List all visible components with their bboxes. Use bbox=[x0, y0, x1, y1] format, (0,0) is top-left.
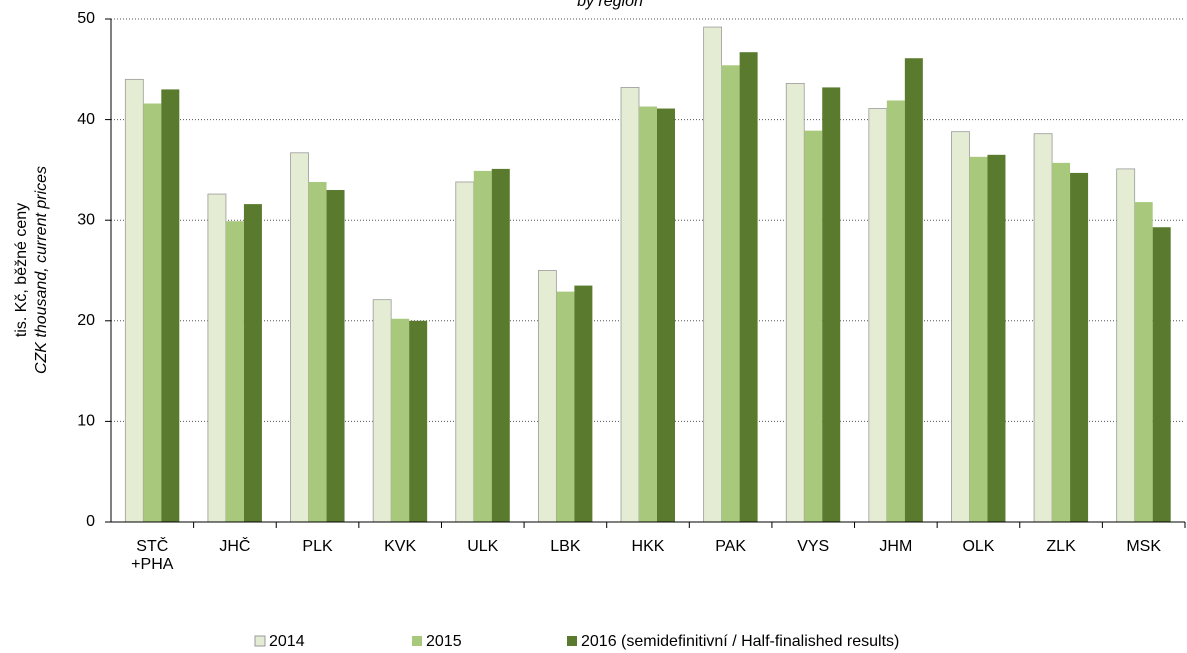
bar bbox=[703, 26, 723, 523]
bar bbox=[473, 170, 492, 522]
y-tick-label: 40 bbox=[77, 111, 95, 128]
bar bbox=[657, 108, 675, 522]
bar bbox=[951, 131, 970, 523]
x-tick-label: ULK bbox=[467, 538, 499, 555]
x-tick-label: STČ +PHA bbox=[131, 538, 174, 573]
bar bbox=[822, 87, 841, 523]
y-axis-label: CZK thousand, current prices bbox=[33, 166, 50, 374]
bar bbox=[1070, 172, 1089, 522]
x-tick-label: JHM bbox=[879, 538, 913, 555]
bar bbox=[143, 103, 162, 522]
bar bbox=[1152, 227, 1171, 522]
y-tick-label: 30 bbox=[77, 211, 95, 228]
bar bbox=[556, 291, 575, 522]
bar bbox=[574, 285, 593, 522]
bar bbox=[987, 154, 1006, 522]
y-tick-label: 50 bbox=[77, 10, 95, 27]
bar bbox=[455, 181, 475, 523]
bar bbox=[620, 87, 640, 523]
bar bbox=[243, 204, 262, 522]
bar bbox=[225, 221, 244, 522]
bar bbox=[207, 193, 227, 523]
bar bbox=[1033, 133, 1053, 523]
y-tick-label: 20 bbox=[77, 312, 95, 329]
y-tick-label: 0 bbox=[86, 513, 95, 530]
bar bbox=[1052, 162, 1071, 522]
bar bbox=[1116, 168, 1136, 523]
bar bbox=[886, 100, 905, 523]
x-tick-label: OLK bbox=[962, 538, 995, 555]
bar bbox=[491, 168, 510, 523]
legend-swatch bbox=[567, 636, 577, 646]
bar bbox=[785, 82, 805, 523]
bar bbox=[969, 156, 988, 522]
legend-label: 2015 bbox=[426, 633, 462, 650]
bar bbox=[372, 299, 392, 523]
x-tick-label: JHČ bbox=[219, 538, 251, 555]
x-tick-label: KVK bbox=[384, 538, 417, 555]
chart-subtitle: by region bbox=[577, 0, 643, 10]
bar bbox=[326, 190, 345, 522]
bar bbox=[804, 130, 823, 522]
x-tick-label: VYS bbox=[797, 538, 830, 555]
bar bbox=[868, 108, 888, 523]
bar bbox=[290, 152, 309, 523]
bar bbox=[639, 106, 657, 522]
bar bbox=[537, 270, 557, 523]
bar bbox=[391, 318, 410, 522]
bar bbox=[308, 181, 327, 523]
x-tick-label: ZLK bbox=[1046, 538, 1076, 555]
x-tick-label: MSK bbox=[1126, 538, 1162, 555]
bar bbox=[739, 52, 758, 522]
legend-swatch bbox=[254, 635, 266, 647]
legend-swatch bbox=[412, 636, 422, 646]
bar bbox=[904, 58, 923, 522]
x-tick-label: PLK bbox=[302, 538, 333, 555]
bar bbox=[1134, 202, 1153, 523]
y-tick-label: 10 bbox=[77, 413, 95, 430]
y-axis-label: tis. Kč, běžné ceny bbox=[13, 203, 30, 337]
x-tick-label: HKK bbox=[631, 538, 665, 555]
bar bbox=[124, 78, 144, 523]
bar bbox=[721, 65, 740, 522]
x-tick-label: PAK bbox=[715, 538, 747, 555]
x-tick-label: LBK bbox=[550, 538, 581, 555]
legend-label: 2016 (semidefinitivní / Half-finalished … bbox=[581, 633, 899, 650]
bar bbox=[161, 89, 180, 523]
bar bbox=[409, 320, 428, 522]
legend-label: 2014 bbox=[269, 633, 305, 650]
